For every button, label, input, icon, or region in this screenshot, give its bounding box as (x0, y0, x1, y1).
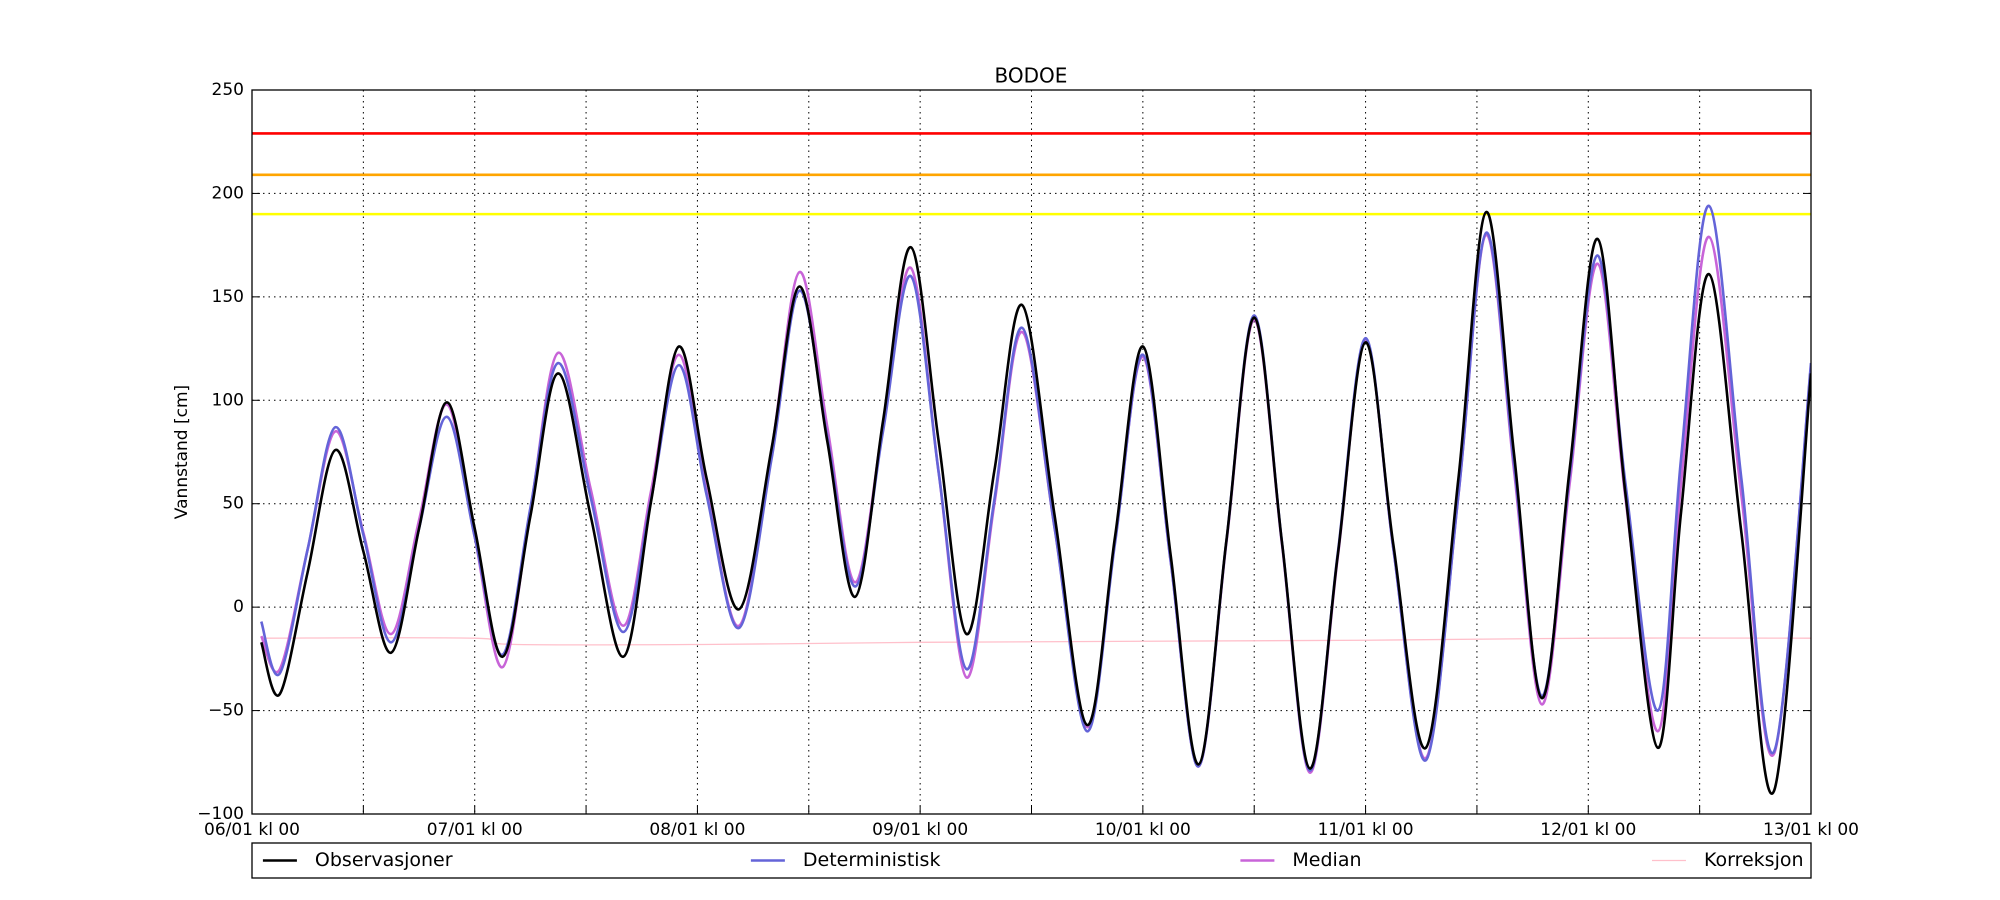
x-tick-label: 10/01 kl 00 (1095, 820, 1191, 840)
y-axis-label: Vannstand [cm] (172, 385, 192, 519)
x-tick-label: 11/01 kl 00 (1318, 820, 1414, 840)
series-line (260, 210, 1811, 795)
y-tick-label: 100 (212, 390, 244, 410)
y-tick-label: 50 (222, 494, 244, 514)
series-line (260, 204, 1811, 772)
x-tick-label: 09/01 kl 00 (872, 820, 968, 840)
legend-label: Median (1292, 849, 1361, 871)
y-tick-label: 200 (212, 183, 244, 203)
y-tick-label: 0 (233, 597, 244, 617)
y-tick-label: −50 (208, 701, 244, 721)
legend-label: Deterministisk (803, 849, 941, 871)
plot-lines (260, 204, 1811, 795)
x-tick-label: 12/01 kl 00 (1540, 820, 1636, 840)
x-tick-label: 06/01 kl 00 (204, 820, 300, 840)
y-tick-label: 250 (212, 80, 244, 100)
x-tick-label: 08/01 kl 00 (649, 820, 745, 840)
x-tick-label: 13/01 kl 00 (1763, 820, 1859, 840)
legend-label: Korreksjon (1704, 849, 1804, 871)
legend-box (251, 842, 1812, 879)
plot-frame (251, 89, 1812, 815)
y-tick-label: 150 (212, 287, 244, 307)
chart-title: BODOE (995, 64, 1068, 88)
legend-label: Observasjoner (315, 849, 453, 871)
x-tick-label: 07/01 kl 00 (427, 820, 523, 840)
y-tick-label: −100 (197, 804, 244, 824)
